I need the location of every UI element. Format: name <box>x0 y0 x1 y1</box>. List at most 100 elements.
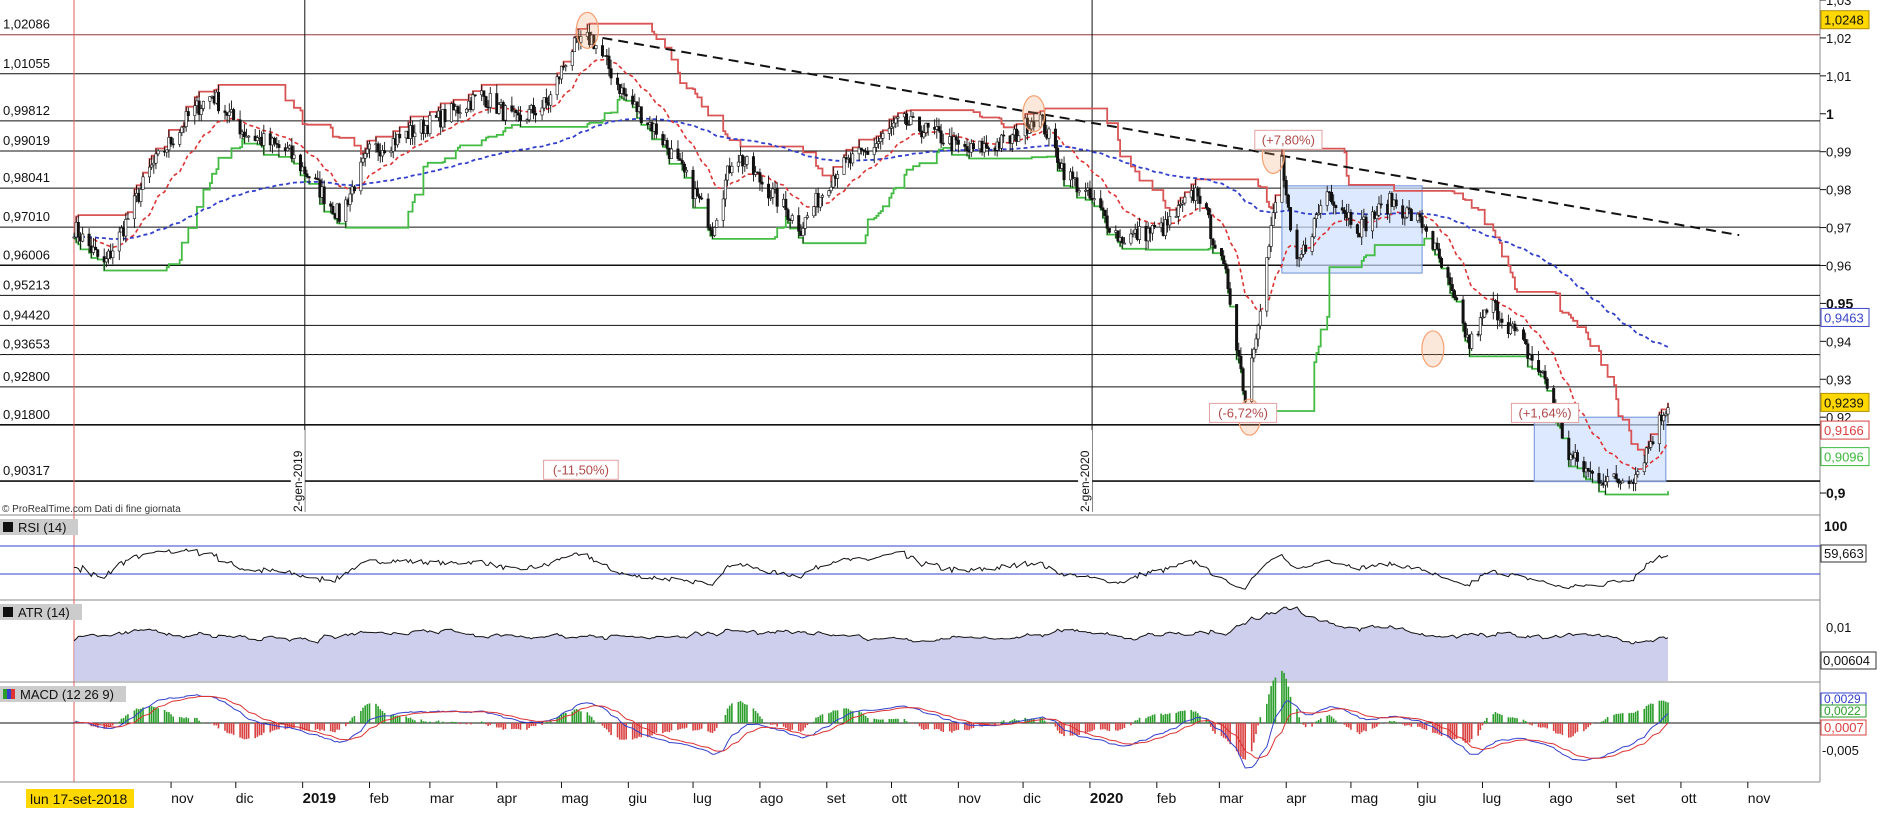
candle-body <box>1496 302 1498 320</box>
highlight-ellipse <box>1023 96 1045 132</box>
macd-hist-bar <box>1391 721 1393 723</box>
macd-hist-bar <box>496 723 498 727</box>
price-tag-label: 0,9239 <box>1824 395 1864 410</box>
x-month-label: apr <box>497 790 518 806</box>
candle-body <box>828 191 830 196</box>
macd-hist-bar <box>897 719 899 723</box>
level-label: 0,91800 <box>3 407 50 422</box>
candle-body <box>150 165 152 167</box>
macd-hist-bar <box>1048 723 1050 724</box>
macd-hist-bar <box>1605 719 1607 723</box>
candle-body <box>791 215 793 220</box>
macd-hist-bar <box>970 723 972 729</box>
macd-hist-bar <box>367 704 369 723</box>
x-month-label: ago <box>1549 790 1573 806</box>
candle-body <box>202 101 204 108</box>
macd-hist-bar <box>248 723 250 738</box>
candle-body <box>368 144 370 149</box>
macd-hist-bar <box>423 721 425 723</box>
macd-hist-bar <box>891 719 893 723</box>
macd-hist-bar <box>1402 723 1404 724</box>
candle-body <box>1225 264 1227 269</box>
macd-hist-bar <box>1281 671 1283 723</box>
macd-hist-bar <box>1637 711 1639 723</box>
x-month-label: lug <box>1483 790 1502 806</box>
candle-body <box>880 138 882 141</box>
candle-body <box>444 109 446 121</box>
macd-tick-neg: -0,005 <box>1822 743 1859 758</box>
macd-hist-bar <box>610 723 612 735</box>
macd-hist-bar <box>710 723 712 733</box>
macd-hist-bar <box>246 723 248 739</box>
macd-hist-bar <box>1106 723 1108 730</box>
candle-body <box>873 147 875 154</box>
candle-body <box>1634 475 1636 484</box>
candle-body <box>465 109 467 113</box>
candle-body <box>228 112 230 116</box>
candle-body <box>942 143 944 144</box>
candle-body <box>1018 136 1020 142</box>
atr-title: ATR (14) <box>18 605 70 620</box>
candle-body <box>571 52 573 66</box>
macd-hist-bar <box>727 709 729 723</box>
macd-hist-bar <box>1411 723 1413 727</box>
macd-hist-bar <box>621 723 623 740</box>
macd-hist-bar <box>958 723 960 730</box>
candle-body <box>1210 215 1212 239</box>
candle-body <box>802 228 804 235</box>
candle-body <box>1238 350 1240 356</box>
candle-body <box>707 199 709 228</box>
macd-hist-bar <box>1652 704 1654 723</box>
level-label: 0,92800 <box>3 369 50 384</box>
macd-hist-bar <box>951 723 953 733</box>
rsi-value: 59,663 <box>1824 546 1864 561</box>
macd-hist-bar <box>800 723 802 732</box>
macd-hist-bar <box>455 722 457 723</box>
candle-body <box>1184 197 1186 203</box>
source-note: © ProRealTime.com Dati di fine giornata <box>2 504 181 515</box>
candle-body <box>737 162 739 166</box>
price-tick-label: 0,94 <box>1826 334 1851 349</box>
macd-hist-bar <box>483 722 485 723</box>
candle-body <box>1287 195 1289 207</box>
price-tag-label: 1,0248 <box>1824 13 1864 28</box>
macd-hist-bar <box>1635 712 1637 723</box>
macd-hist-bar <box>226 723 228 733</box>
macd-hist-bar <box>1359 723 1361 734</box>
macd-hist-bar <box>233 723 235 735</box>
rsi-top-tick: 100 <box>1824 518 1848 534</box>
macd-hist-bar <box>218 723 220 728</box>
level-label: 0,98041 <box>3 170 50 185</box>
candle-body <box>1447 267 1449 277</box>
candle-body <box>1453 291 1455 298</box>
macd-hist-bar <box>785 723 787 728</box>
candle-body <box>1440 258 1442 267</box>
macd-hist-bar <box>1357 723 1359 732</box>
candle-body <box>304 167 306 174</box>
macd-hist-bar <box>1404 723 1406 726</box>
candle-body <box>1561 422 1563 438</box>
macd-hist-bar <box>321 723 323 730</box>
macd-hist-bar <box>798 723 800 731</box>
candle-body <box>105 259 107 262</box>
candle-body <box>1341 208 1343 210</box>
macd-hist-bar <box>664 723 666 732</box>
macd-hist-bar <box>938 723 940 729</box>
macd-hist-bar <box>1540 723 1542 728</box>
macd-hist-bar <box>1331 716 1333 723</box>
candle-body <box>1169 216 1171 225</box>
macd-hist-bar <box>774 723 776 724</box>
macd-hist-bar <box>807 723 809 725</box>
candle-body <box>806 216 808 218</box>
candle-body <box>483 91 485 97</box>
candle-body <box>142 177 144 190</box>
candle-body <box>1257 326 1259 339</box>
macd-hist-bar <box>744 704 746 723</box>
macd-hist-bar <box>955 723 957 730</box>
candle-body <box>232 110 234 120</box>
x-month-label: lug <box>693 790 712 806</box>
macd-hist-bar <box>181 717 183 723</box>
x-month-label: ott <box>1681 790 1697 806</box>
candle-body <box>722 199 724 220</box>
